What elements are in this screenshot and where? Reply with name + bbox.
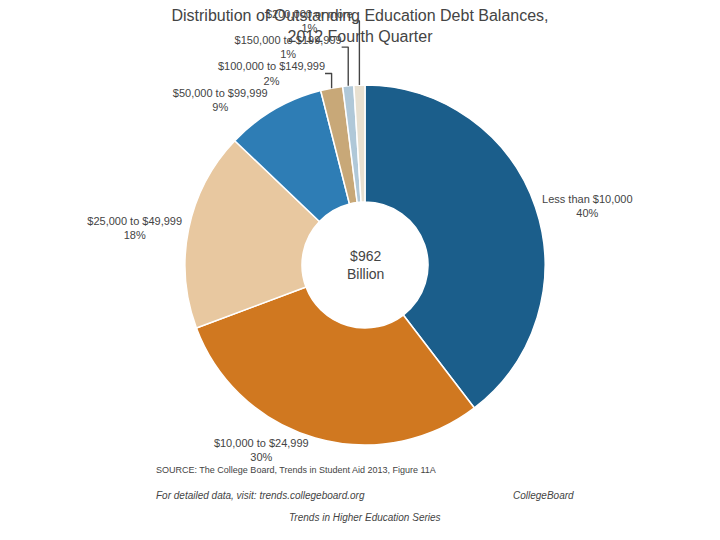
svg-text:SOURCE: The College Board, Tre: SOURCE: The College Board, Trends in Stu…	[156, 465, 436, 475]
svg-text:$100,000 to $149,9992%: $100,000 to $149,9992%	[218, 60, 325, 86]
svg-text:Less than $10,00040%: Less than $10,00040%	[542, 193, 633, 219]
svg-text:Trends in Higher Education Ser: Trends in Higher Education Series	[289, 512, 441, 523]
svg-text:Distribution of Outstanding Ed: Distribution of Outstanding Education De…	[171, 7, 548, 45]
svg-text:$25,000 to $49,99918%: $25,000 to $49,99918%	[87, 215, 182, 241]
svg-text:$10,000 to $24,99930%: $10,000 to $24,99930%	[214, 437, 309, 463]
svg-text:$50,000 to $99,9999%: $50,000 to $99,9999%	[173, 87, 268, 113]
svg-text:For detailed data, visit: tren: For detailed data, visit: trends.college…	[156, 490, 365, 501]
svg-text:CollegeBoard: CollegeBoard	[513, 490, 574, 501]
svg-text:$962Billion: $962Billion	[347, 248, 384, 282]
svg-text:$150,000 to $199,9991%: $150,000 to $199,9991%	[235, 34, 342, 60]
svg-text:$200,000 or more1%: $200,000 or more1%	[266, 8, 353, 34]
